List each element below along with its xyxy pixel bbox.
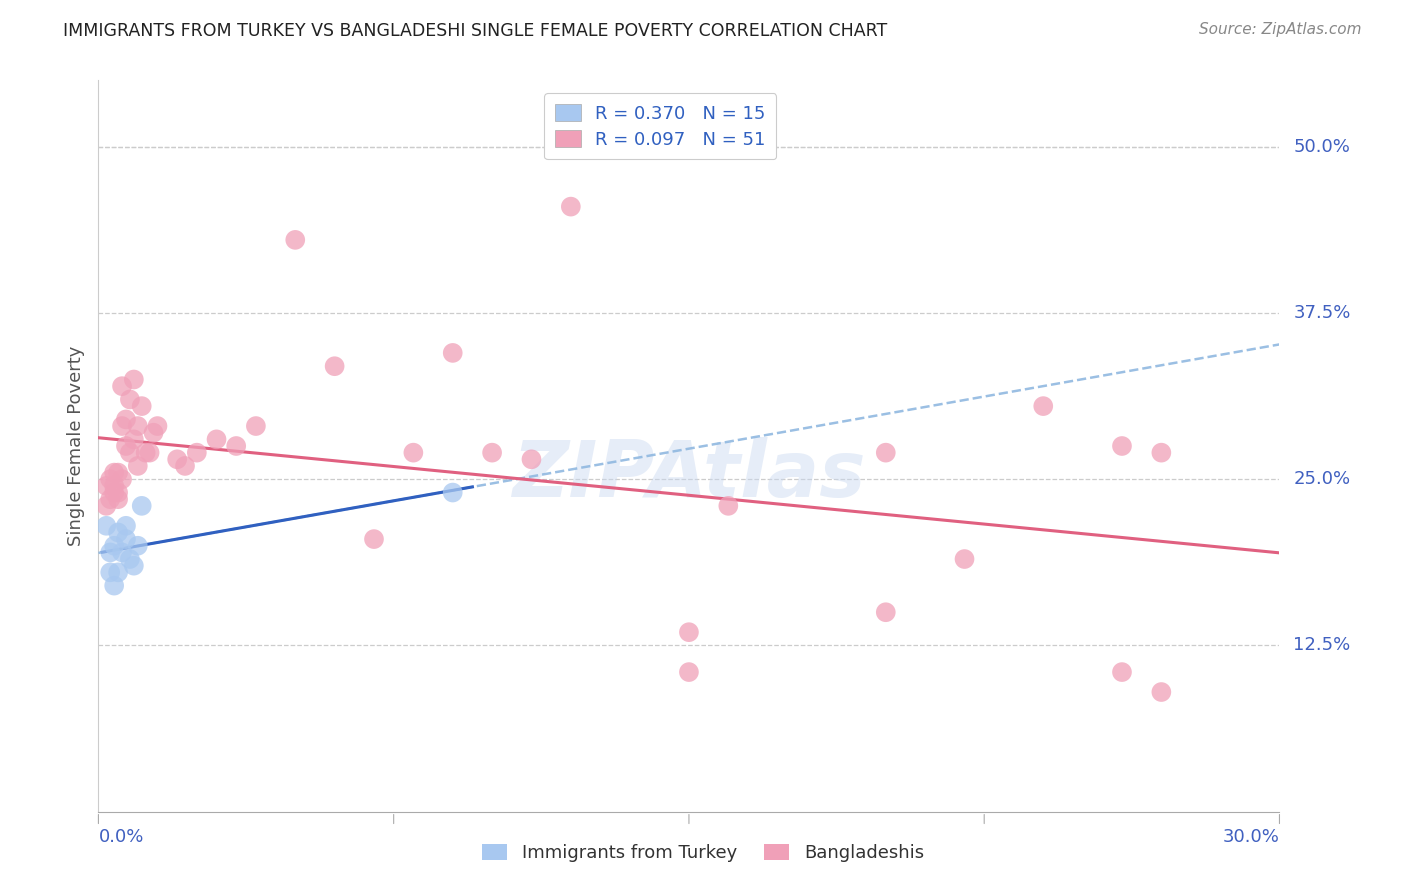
Point bbox=[122, 558, 145, 573]
Point bbox=[205, 433, 228, 447]
Text: 37.5%: 37.5% bbox=[1294, 304, 1351, 322]
Point bbox=[245, 419, 267, 434]
Point bbox=[118, 445, 141, 459]
Point bbox=[111, 419, 134, 434]
Point bbox=[402, 445, 425, 459]
Point bbox=[107, 485, 129, 500]
Point bbox=[166, 452, 188, 467]
Point bbox=[111, 545, 134, 559]
Point bbox=[118, 552, 141, 566]
Point bbox=[560, 200, 582, 214]
Point bbox=[103, 539, 125, 553]
Point bbox=[225, 439, 247, 453]
Point bbox=[96, 499, 118, 513]
Point bbox=[363, 532, 385, 546]
Text: Source: ZipAtlas.com: Source: ZipAtlas.com bbox=[1198, 22, 1361, 37]
Point bbox=[284, 233, 307, 247]
Point bbox=[186, 445, 208, 459]
Point bbox=[127, 458, 149, 473]
Point bbox=[953, 552, 976, 566]
Point bbox=[98, 566, 121, 580]
Legend: R = 0.370   N = 15, R = 0.097   N = 51: R = 0.370 N = 15, R = 0.097 N = 51 bbox=[544, 93, 776, 160]
Point bbox=[98, 545, 121, 559]
Text: IMMIGRANTS FROM TURKEY VS BANGLADESHI SINGLE FEMALE POVERTY CORRELATION CHART: IMMIGRANTS FROM TURKEY VS BANGLADESHI SI… bbox=[63, 22, 887, 40]
Point bbox=[122, 433, 145, 447]
Point bbox=[875, 445, 897, 459]
Text: ZIPAtlas: ZIPAtlas bbox=[512, 437, 866, 513]
Point bbox=[111, 472, 134, 486]
Point bbox=[678, 665, 700, 679]
Point bbox=[122, 372, 145, 386]
Text: 25.0%: 25.0% bbox=[1294, 470, 1351, 488]
Point bbox=[1150, 685, 1173, 699]
Point bbox=[107, 492, 129, 507]
Point bbox=[115, 412, 138, 426]
Y-axis label: Single Female Poverty: Single Female Poverty bbox=[66, 346, 84, 546]
Point bbox=[146, 419, 169, 434]
Point bbox=[1150, 445, 1173, 459]
Point bbox=[1111, 665, 1133, 679]
Point bbox=[323, 359, 346, 374]
Point bbox=[174, 458, 197, 473]
Point bbox=[118, 392, 141, 407]
Text: 30.0%: 30.0% bbox=[1223, 829, 1279, 847]
Point bbox=[520, 452, 543, 467]
Point bbox=[875, 605, 897, 619]
Point bbox=[441, 485, 464, 500]
Point bbox=[115, 518, 138, 533]
Point bbox=[115, 532, 138, 546]
Point bbox=[441, 346, 464, 360]
Point bbox=[115, 439, 138, 453]
Point bbox=[107, 466, 129, 480]
Point bbox=[103, 485, 125, 500]
Point bbox=[138, 445, 160, 459]
Point bbox=[111, 379, 134, 393]
Point bbox=[96, 479, 118, 493]
Point bbox=[103, 466, 125, 480]
Text: 12.5%: 12.5% bbox=[1294, 637, 1351, 655]
Point bbox=[1111, 439, 1133, 453]
Text: 50.0%: 50.0% bbox=[1294, 137, 1350, 156]
Point bbox=[678, 625, 700, 640]
Point bbox=[142, 425, 165, 440]
Point bbox=[1032, 399, 1054, 413]
Point bbox=[98, 472, 121, 486]
Point bbox=[127, 419, 149, 434]
Point bbox=[481, 445, 503, 459]
Point bbox=[107, 566, 129, 580]
Point bbox=[103, 579, 125, 593]
Point bbox=[107, 525, 129, 540]
Legend: Immigrants from Turkey, Bangladeshis: Immigrants from Turkey, Bangladeshis bbox=[475, 837, 931, 870]
Point bbox=[131, 499, 153, 513]
Point bbox=[96, 518, 118, 533]
Point bbox=[131, 399, 153, 413]
Point bbox=[127, 539, 149, 553]
Point bbox=[717, 499, 740, 513]
Text: 0.0%: 0.0% bbox=[98, 829, 143, 847]
Point bbox=[98, 492, 121, 507]
Point bbox=[135, 445, 157, 459]
Point bbox=[103, 479, 125, 493]
